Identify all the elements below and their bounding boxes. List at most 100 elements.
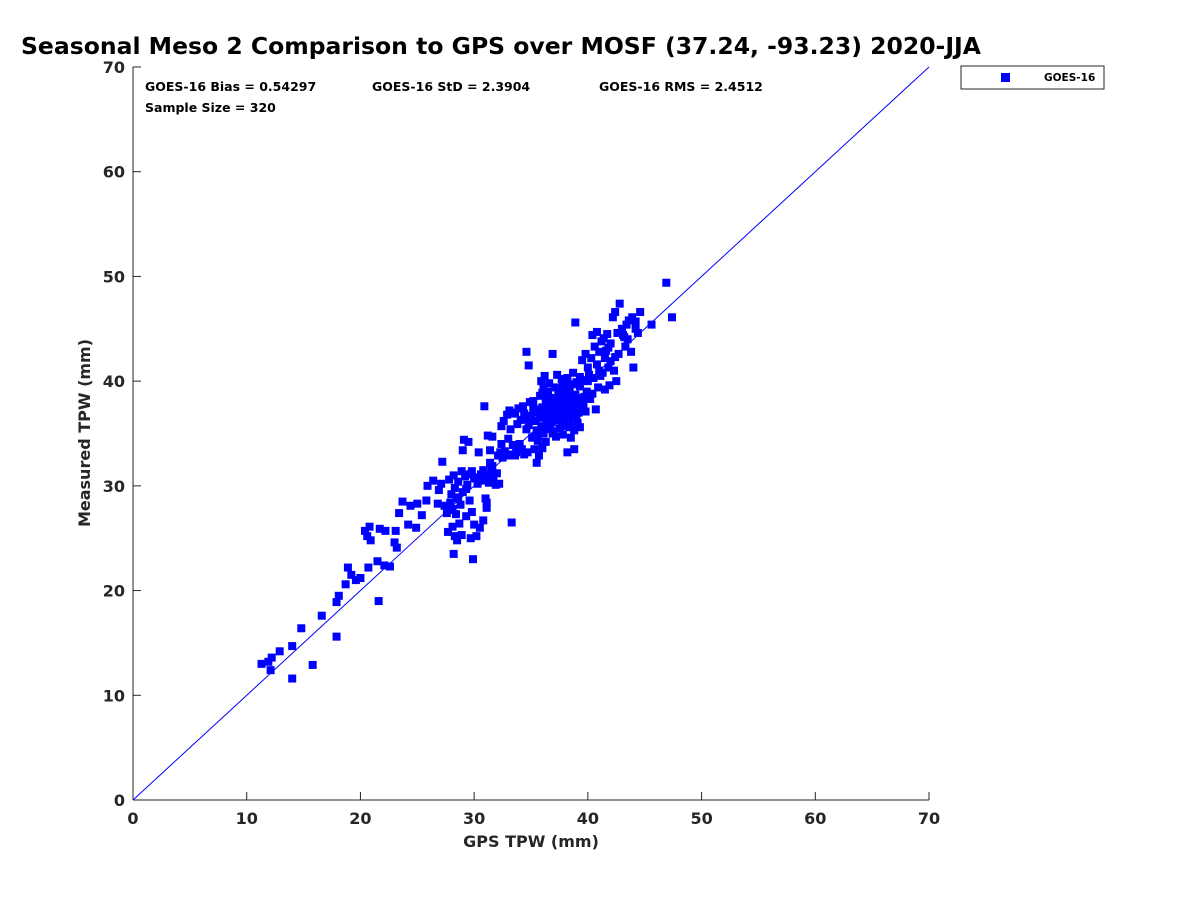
data-point [334,591,343,600]
data-point [275,647,284,656]
data-point [564,408,573,417]
data-point [610,366,619,375]
data-point [595,366,604,375]
y-tick-label: 50 [103,267,125,286]
data-point [570,445,579,454]
data-point [467,508,476,517]
data-point [472,532,481,541]
data-point [479,516,488,525]
data-point [511,408,520,417]
data-point [592,360,601,369]
data-point [527,411,535,420]
data-point [613,328,622,337]
data-point [395,509,404,518]
data-point [404,520,413,529]
data-point [529,397,538,406]
data-point [606,357,615,366]
data-point [537,410,546,419]
data-point [417,511,426,520]
data-point [541,392,550,401]
data-point [513,420,522,429]
data-point [398,497,407,506]
data-point [588,389,597,398]
data-point [434,486,443,495]
data-point [562,397,571,406]
data-point [579,403,588,412]
data-point [537,377,546,386]
data-point [480,402,489,411]
data-point [572,378,581,387]
data-point [438,457,447,466]
x-axis-label: GPS TPW (mm) [463,832,599,851]
data-point [595,347,604,356]
data-point [266,666,275,675]
data-point [619,331,628,340]
data-point [540,371,549,380]
data-point [603,330,612,339]
data-point [594,383,603,392]
data-point [347,570,356,579]
data-point [489,473,498,482]
data-point [628,313,637,322]
data-point [474,448,483,457]
data-point [569,368,578,377]
data-point [573,419,582,428]
data-point [451,510,460,519]
data-point [423,481,432,490]
data-point [541,437,550,446]
data-point [668,313,677,322]
data-point [521,413,530,422]
x-tick-label: 60 [804,809,826,828]
data-point [390,538,399,547]
data-point [522,347,531,356]
data-point [486,446,495,455]
data-point [373,557,382,566]
data-point [385,562,394,571]
data-point [482,503,491,512]
data-point [406,501,415,510]
data-point [465,470,474,479]
data-point [606,339,615,348]
data-point [422,496,431,505]
data-point [463,480,472,489]
data-point [571,398,580,407]
data-point [559,410,568,419]
data-point [586,394,595,403]
data-point [562,378,571,387]
data-point [433,499,442,508]
data-point [553,407,562,416]
data-point [381,526,390,535]
data-point [623,335,632,344]
data-point [380,561,389,570]
data-point [583,377,592,386]
data-point [629,363,638,372]
data-point [365,522,374,531]
data-point [520,409,529,418]
data-point [488,432,497,441]
data-point [534,451,543,460]
data-point [591,405,600,414]
data-point [565,423,574,432]
y-axis-label: Measured TPW (mm) [75,339,94,527]
data-point [590,342,599,351]
data-point [647,320,656,329]
data-point [288,674,297,683]
data-point [524,361,533,370]
data-point [448,522,457,531]
data-point [608,313,617,322]
data-point [492,469,501,478]
chart-title: Seasonal Meso 2 Comparison to GPS over M… [21,32,982,60]
data-point [539,429,548,438]
data-point [499,416,508,425]
data-point [462,484,471,493]
data-point [557,422,566,431]
data-point [600,385,609,394]
data-point [563,374,572,383]
data-point [360,526,369,535]
data-point [617,324,626,333]
data-point [524,421,533,430]
data-point [497,439,506,448]
data-point [351,576,360,585]
data-point [264,657,273,666]
data-point [455,519,464,528]
